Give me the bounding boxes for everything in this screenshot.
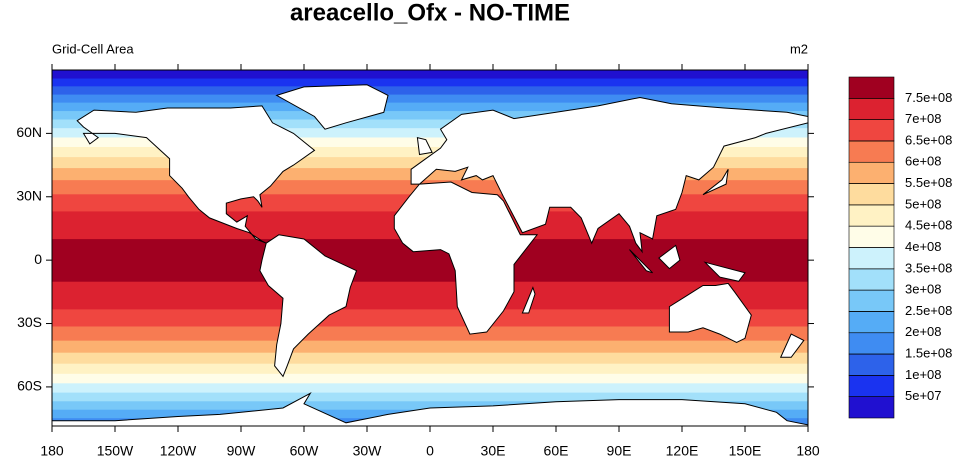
land [410, 96, 808, 254]
ocean-band [52, 78, 808, 87]
x-tick-label: 120W [160, 443, 197, 459]
x-tick-label: 90W [227, 443, 257, 459]
colorbar-box [848, 204, 895, 227]
colorbar-label: 7e+08 [905, 111, 942, 126]
colorbar-box [848, 332, 895, 355]
ocean-band [52, 352, 808, 365]
colorbar-label: 2e+08 [905, 324, 942, 339]
colorbar-box [848, 268, 895, 291]
colorbar-box [848, 311, 895, 334]
ocean-band [52, 70, 808, 79]
ocean-band [52, 127, 808, 138]
x-tick-label: 30W [353, 443, 383, 459]
right-string: m2 [790, 41, 808, 56]
x-tick-label: 120E [666, 443, 699, 459]
colorbar-label: 3.5e+08 [905, 260, 952, 275]
left-string: Grid-Cell Area [52, 41, 134, 56]
title: areacello_Ofx - NO-TIME [290, 0, 570, 26]
colorbar-label: 5.5e+08 [905, 175, 952, 190]
ocean-band [52, 326, 808, 342]
colorbar-label: 1e+08 [905, 367, 942, 382]
land [259, 234, 358, 378]
y-tick-label: 30N [16, 187, 42, 203]
colorbar-label: 6e+08 [905, 154, 942, 169]
colorbar-box [848, 76, 895, 99]
land [393, 181, 539, 335]
colorbar-label: 1.5e+08 [905, 346, 952, 361]
colorbar-box [848, 247, 895, 270]
land [702, 169, 729, 196]
ocean-band [52, 383, 808, 394]
land [76, 105, 316, 244]
colorbar-label: 6.5e+08 [905, 132, 952, 147]
land [703, 261, 746, 282]
ocean-band [52, 373, 808, 384]
land [275, 84, 389, 130]
land [629, 249, 653, 274]
ocean-band [52, 119, 808, 129]
land [779, 333, 805, 358]
ocean-band [52, 110, 808, 120]
colorbar-box [848, 396, 895, 419]
ocean-band [52, 260, 808, 283]
ocean-band [52, 340, 808, 354]
ocean-band [52, 85, 808, 95]
colorbar-box [848, 98, 895, 120]
y-tick-label: 60S [17, 378, 42, 394]
colorbar-box [848, 353, 895, 376]
colorbar-box [848, 183, 895, 206]
colorbar-label: 4e+08 [905, 239, 942, 254]
x-tick-label: 90E [607, 443, 632, 459]
colorbar-label: 3e+08 [905, 282, 942, 297]
ocean-band [52, 94, 808, 103]
colorbar-box [848, 119, 895, 142]
x-tick-label: 150E [729, 443, 762, 459]
colorbar-box [848, 161, 895, 184]
map-area [52, 70, 808, 442]
land [668, 282, 752, 344]
x-tick-label: 0 [426, 443, 434, 459]
x-tick-label: 60E [544, 443, 569, 459]
colorbar-box [848, 225, 895, 248]
colorbar-box [848, 140, 895, 163]
colorbar-label: 5e+08 [905, 196, 942, 211]
colorbar-label: 5e+07 [905, 388, 942, 403]
x-tick-label: 180 [40, 443, 64, 459]
colorbar-label: 2.5e+08 [905, 303, 952, 318]
x-tick-label: 150W [97, 443, 134, 459]
x-tick-label: 60W [290, 443, 320, 459]
land [521, 286, 536, 314]
colorbar-box [848, 289, 895, 312]
land [658, 244, 681, 270]
ocean-band [52, 434, 808, 442]
y-tick-label: 30S [17, 314, 42, 330]
ocean-band [52, 136, 808, 147]
x-tick-label: 30E [481, 443, 506, 459]
ocean-band [52, 363, 808, 375]
ocean-band [52, 102, 808, 112]
y-tick-label: 0 [34, 251, 42, 267]
colorbar-label: 7.5e+08 [905, 90, 952, 105]
ocean-band [52, 309, 808, 327]
ocean-band [52, 401, 808, 411]
ocean-band [52, 392, 808, 402]
land [52, 391, 808, 426]
y-tick-label: 60N [16, 124, 42, 140]
colorbar-box [848, 375, 895, 397]
colorbar-label: 4.5e+08 [905, 218, 952, 233]
x-tick-label: 180 [796, 443, 820, 459]
land [416, 136, 433, 156]
